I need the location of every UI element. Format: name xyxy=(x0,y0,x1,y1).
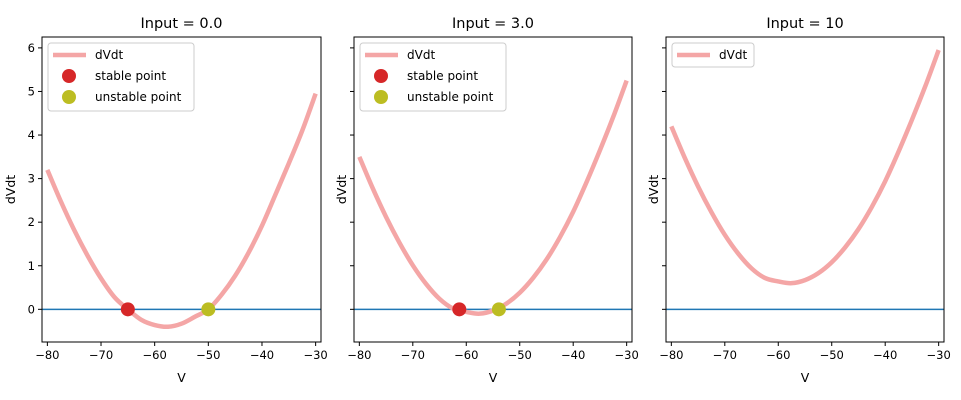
legend-swatch-unstable xyxy=(62,90,76,104)
x-tick-label: −50 xyxy=(196,348,220,362)
unstable-point-marker xyxy=(491,302,506,317)
y-tick-label: 5 xyxy=(28,84,35,98)
legend-label-unstable: unstable point xyxy=(95,90,182,104)
axes-frame xyxy=(665,36,945,343)
plot-area xyxy=(354,79,632,317)
x-tick-label: −70 xyxy=(713,348,737,362)
y-axis-label: dVdt xyxy=(3,175,18,204)
x-tick-label: −60 xyxy=(766,348,790,362)
stable-point-marker xyxy=(120,302,135,317)
stable-point-marker xyxy=(452,302,467,317)
legend-swatch-stable xyxy=(374,69,388,83)
subplot-1: −80 −70 −60 −50 −40 −30 0 1 2 3 4 5 6 Input = 0.0 VdVd… xyxy=(3,16,328,385)
y-tick-label: 4 xyxy=(28,128,35,142)
x-tick-label: −70 xyxy=(89,348,113,362)
x-tick-label: −60 xyxy=(143,348,167,362)
x-tick-label: −80 xyxy=(35,348,59,362)
plot-area xyxy=(666,49,944,311)
legend-label-dvdt: dVdt xyxy=(95,48,123,62)
legend: dVdt xyxy=(671,42,755,68)
x-tick-label: −60 xyxy=(454,348,478,362)
x-tick-label: −30 xyxy=(303,348,327,362)
legend-box xyxy=(47,42,195,112)
x-tick-label: −70 xyxy=(401,348,425,362)
unstable-point-marker xyxy=(201,302,216,317)
x-axis-label: V xyxy=(801,370,810,385)
legend-box xyxy=(671,42,755,68)
y-axis-label: dVdt xyxy=(646,175,661,204)
y-tick-label: 1 xyxy=(28,259,35,273)
x-axis-label: V xyxy=(177,370,186,385)
x-tick-label: −40 xyxy=(873,348,897,362)
axes-frame xyxy=(353,36,633,343)
x-tick-label: −80 xyxy=(347,348,371,362)
legend: dVdt stable point unstable point xyxy=(359,42,507,112)
legend-box xyxy=(359,42,507,112)
x-tick-label: −50 xyxy=(820,348,844,362)
legend-label-stable: stable point xyxy=(95,69,166,83)
y-axis-label: dVdt xyxy=(334,175,349,204)
dvdt-curve xyxy=(669,49,941,286)
legend-label-dvdt: dVdt xyxy=(719,48,747,62)
legend-swatch-unstable xyxy=(374,90,388,104)
dvdt-curve xyxy=(357,79,629,316)
x-tick-label: −30 xyxy=(927,348,951,362)
y-tick-label: 0 xyxy=(28,302,35,316)
x-tick-label: −40 xyxy=(561,348,585,362)
axes-frame xyxy=(41,36,322,343)
legend-label-stable: stable point xyxy=(407,69,478,83)
x-tick-label: −30 xyxy=(615,348,639,362)
x-tick-label: −50 xyxy=(508,348,532,362)
legend-label-dvdt: dVdt xyxy=(407,48,435,62)
x-tick-label: −40 xyxy=(250,348,274,362)
y-tick-label: 6 xyxy=(28,41,35,55)
dvdt-curve xyxy=(45,92,318,330)
x-tick-label: −80 xyxy=(659,348,683,362)
legend-swatch-stable xyxy=(62,69,76,83)
x-axis-label: V xyxy=(489,370,498,385)
chart-title: Input = 10 xyxy=(766,16,843,32)
plot-area xyxy=(42,92,321,330)
chart-title: Input = 3.0 xyxy=(452,16,534,32)
y-tick-label: 2 xyxy=(28,215,35,229)
y-tick-label: 3 xyxy=(28,172,35,186)
legend-label-unstable: unstable point xyxy=(407,90,494,104)
legend: dVdt stable point unstable point xyxy=(47,42,195,112)
chart-title: Input = 0.0 xyxy=(141,16,223,32)
